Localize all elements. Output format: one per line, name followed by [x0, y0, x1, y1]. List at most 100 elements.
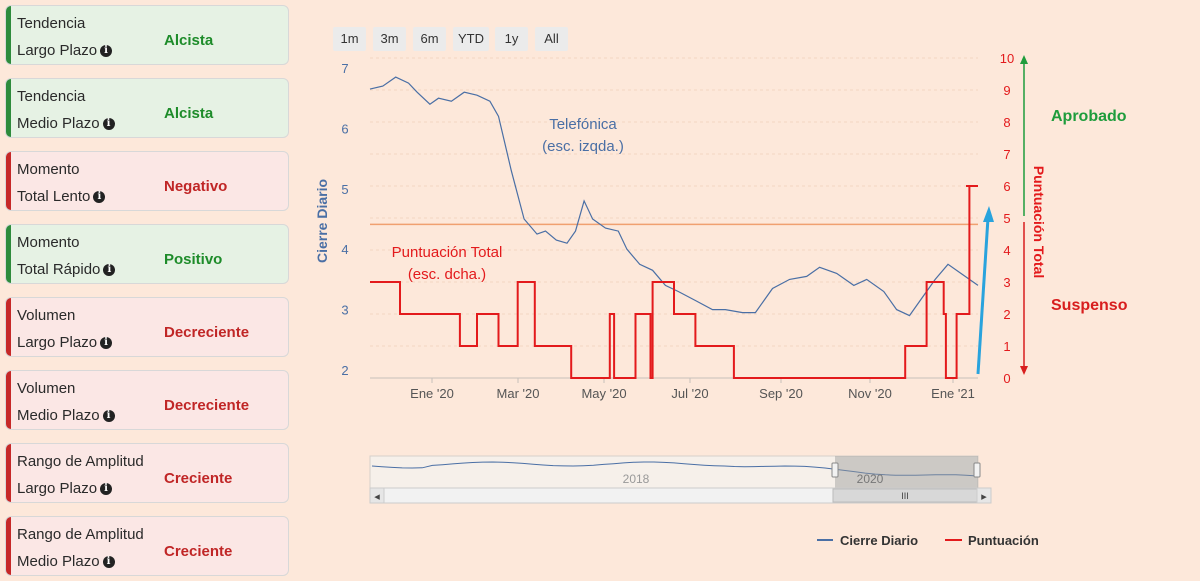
right-tick-label: 8: [1003, 115, 1010, 130]
navigator-line: [371, 461, 977, 477]
card-title: Momento: [17, 234, 80, 251]
range-button-ytd[interactable]: YTD: [453, 27, 489, 51]
card-title: Tendencia: [17, 88, 86, 105]
score-annotation-scale: (esc. dcha.): [408, 266, 486, 283]
approved-label: Aprobado: [1051, 108, 1127, 125]
left-axis-label: Cierre Diario: [314, 179, 330, 263]
right-axis-label: Puntuación Total: [1031, 166, 1047, 279]
info-icon[interactable]: i: [102, 118, 115, 131]
right-tick-label: 1: [1003, 339, 1010, 354]
approved-arrow-icon: [1020, 55, 1028, 64]
info-icon[interactable]: i: [93, 191, 106, 204]
scroll-right-button[interactable]: [976, 487, 992, 504]
failed-label: Suspenso: [1051, 297, 1128, 314]
right-tick-label: 7: [1003, 147, 1010, 162]
info-icon[interactable]: i: [100, 337, 113, 350]
x-tick-label: Sep '20: [759, 386, 803, 401]
trend-arrow-icon: [983, 206, 994, 222]
scroll-left-icon: ◂: [374, 491, 380, 503]
range-button-3m[interactable]: 3m: [373, 27, 406, 51]
card-title: Momento: [17, 161, 80, 178]
status-bar: [6, 6, 11, 64]
card-subtitle: Medio Plazo: [17, 115, 100, 132]
status-bar: [6, 371, 11, 429]
right-tick-label: 2: [1003, 307, 1010, 322]
left-tick-label: 5: [341, 182, 348, 197]
info-icon[interactable]: i: [100, 45, 113, 58]
signal-card: Volumen Largo Plazo i Decreciente: [5, 297, 289, 357]
left-tick-label: 6: [341, 121, 348, 136]
card-status: Decreciente: [164, 397, 250, 414]
card-status: Alcista: [164, 32, 214, 49]
info-icon[interactable]: i: [102, 556, 115, 569]
status-bar: [6, 152, 11, 210]
x-tick-label: Jul '20: [671, 386, 708, 401]
signal-card: Tendencia Medio Plazo i Alcista: [5, 78, 289, 138]
price-series-line: [369, 76, 979, 317]
info-icon[interactable]: i: [102, 410, 115, 423]
range-button-all[interactable]: All: [535, 27, 568, 51]
x-tick-label: Mar '20: [497, 386, 540, 401]
card-subtitle: Total Rápido: [17, 261, 101, 278]
card-title: Rango de Amplitud: [17, 453, 144, 470]
price-annotation-scale: (esc. izqda.): [542, 138, 624, 155]
left-tick-label: 2: [341, 363, 348, 378]
card-status: Positivo: [164, 251, 223, 268]
status-bar: [6, 79, 11, 137]
left-tick-label: 3: [341, 303, 348, 318]
right-tick-label: 6: [1003, 179, 1010, 194]
scroll-grip-icon: III: [901, 491, 909, 501]
card-subtitle: Total Lento: [17, 188, 91, 205]
card-status: Creciente: [164, 470, 233, 487]
right-tick-label: 10: [1000, 51, 1014, 66]
legend-label-price: Cierre Diario: [840, 533, 918, 548]
x-tick-label: Ene '21: [931, 386, 975, 401]
legend-label-score: Puntuación: [968, 533, 1039, 548]
x-tick-label: Ene '20: [410, 386, 454, 401]
card-subtitle: Largo Plazo: [17, 480, 98, 497]
scroll-left-button[interactable]: [369, 487, 385, 504]
scroll-right-icon: ▸: [981, 491, 987, 503]
right-tick-label: 5: [1003, 211, 1010, 226]
card-subtitle: Largo Plazo: [17, 42, 98, 59]
card-title: Volumen: [17, 307, 76, 324]
price-annotation-title: Telefónica: [549, 116, 617, 133]
card-title: Volumen: [17, 380, 76, 397]
range-button-1y[interactable]: 1y: [495, 27, 528, 51]
score-series-line: [370, 185, 978, 379]
card-status: Decreciente: [164, 324, 250, 341]
navigator-selection[interactable]: [835, 456, 978, 488]
right-tick-label: 0: [1003, 371, 1010, 386]
info-icon[interactable]: i: [103, 264, 116, 277]
status-bar: [6, 444, 11, 502]
failed-arrow-icon: [1020, 366, 1028, 375]
signal-card: Tendencia Largo Plazo i Alcista: [5, 5, 289, 65]
status-bar: [6, 517, 11, 575]
x-tick-label: May '20: [581, 386, 626, 401]
navigator-handle-left[interactable]: [831, 462, 839, 478]
score-annotation-title: Puntuación Total: [392, 244, 503, 261]
card-status: Creciente: [164, 543, 233, 560]
signal-card: Rango de Amplitud Largo Plazo i Creciente: [5, 443, 289, 503]
range-button-1m[interactable]: 1m: [333, 27, 366, 51]
signal-card: Momento Total Lento i Negativo: [5, 151, 289, 211]
card-subtitle: Medio Plazo: [17, 553, 100, 570]
signal-card: Rango de Amplitud Medio Plazo i Creciente: [5, 516, 289, 576]
card-title: Tendencia: [17, 15, 86, 32]
info-icon[interactable]: i: [100, 483, 113, 496]
card-subtitle: Medio Plazo: [17, 407, 100, 424]
signal-card: Volumen Medio Plazo i Decreciente: [5, 370, 289, 430]
navigator-handle-right[interactable]: [973, 462, 981, 478]
card-title: Rango de Amplitud: [17, 526, 144, 543]
x-tick-label: Nov '20: [848, 386, 892, 401]
right-tick-label: 9: [1003, 83, 1010, 98]
navigator-year-label: 2020: [857, 472, 884, 486]
signal-card: Momento Total Rápido i Positivo: [5, 224, 289, 284]
left-tick-label: 7: [341, 61, 348, 76]
range-button-6m[interactable]: 6m: [413, 27, 446, 51]
right-tick-label: 3: [1003, 275, 1010, 290]
card-status: Negativo: [164, 178, 228, 195]
status-bar: [6, 225, 11, 283]
card-subtitle: Largo Plazo: [17, 334, 98, 351]
